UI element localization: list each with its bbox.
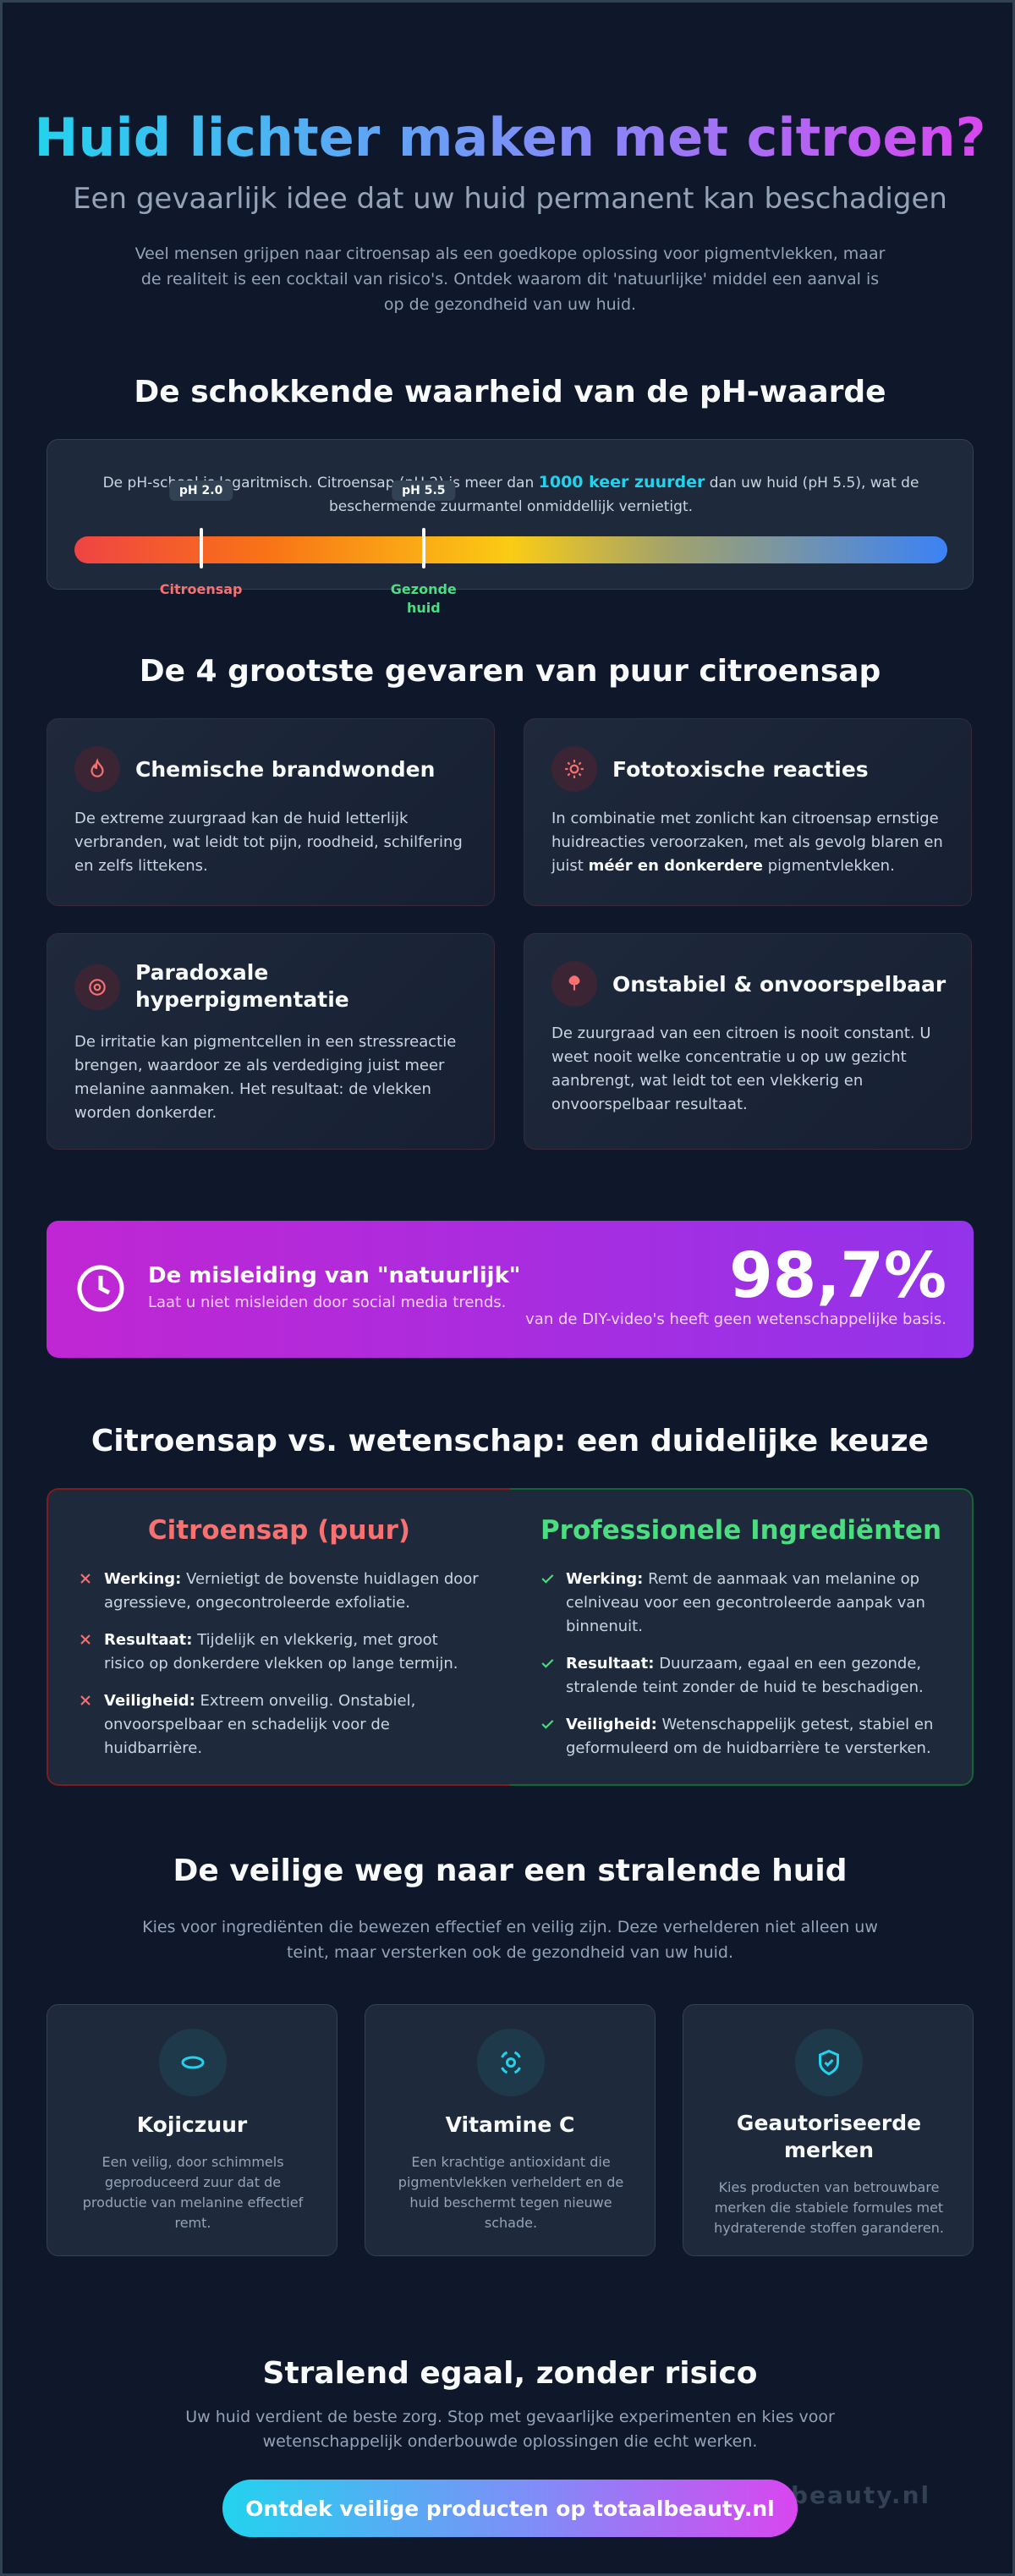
safe-title: De veilige weg naar een stralende huid — [173, 1854, 848, 1888]
ph-card: De pH-schaal is logaritmisch. Citroensap… — [47, 439, 974, 616]
banner-stat: 98,7% — [729, 1239, 946, 1312]
danger-text: De zuurgraad van een citroen is nooit co… — [551, 1024, 931, 1113]
target-icon — [74, 964, 120, 1010]
ph-highlight: 1000 keer zuurder — [538, 473, 705, 492]
danger-text-bold: méér en donkerdere — [588, 857, 763, 875]
comparison-right: Professionele Ingrediënten Werking: Remt… — [510, 1488, 974, 1786]
danger-title: Chemische brandwonden — [135, 757, 436, 782]
hero-subtitle: Een gevaarlijk idee dat uw huid permanen… — [73, 182, 947, 216]
ingredient-card-kojic: Kojiczuur Een veilig, door schimmels gep… — [47, 2004, 337, 2256]
cta-text: Uw huid verdient de beste zorg. Stop met… — [185, 2408, 835, 2451]
danger-card-phototoxic: Fototoxische reacties In combinatie met … — [524, 718, 972, 906]
ring-icon — [159, 2029, 227, 2096]
danger-card-unstable: Onstabiel & onvoorspelbaar De zuurgraad … — [524, 933, 972, 1150]
ph-label-lemon: Citroensap — [159, 581, 243, 597]
atom-icon — [477, 2029, 545, 2096]
danger-text-after: pigmentvlekken. — [763, 857, 895, 875]
comparison-item-label: Werking: — [566, 1570, 644, 1588]
danger-card-hyperpigmentation: Paradoxale hyperpigmentatie De irritatie… — [47, 933, 495, 1150]
sun-icon — [551, 746, 597, 792]
natural-myth-banner: De misleiding van "natuurlijk" Laat u ni… — [47, 1221, 974, 1358]
comparison-left: Citroensap (puur) Werking: Vernietigt de… — [47, 1488, 510, 1786]
comparison-left-title: Citroensap (puur) — [147, 1515, 411, 1546]
hero: Huid lichter maken met citroen? Een geva… — [3, 106, 1015, 317]
comparison-item: Resultaat: Duurzaam, egaal en een gezond… — [539, 1652, 945, 1700]
ingredient-card-vitamin-c: Vitamine C Een krachtige antioxidant die… — [365, 2004, 656, 2256]
ph-marker-skin — [421, 528, 425, 568]
danger-title: Paradoxale hyperpigmentatie — [135, 960, 349, 1012]
ingredient-text: Een veilig, door schimmels geproduceerd … — [82, 2154, 304, 2231]
banner-subtitle: Laat u niet misleiden door social media … — [148, 1293, 507, 1311]
ph-text-after: dan uw huid (pH 5.5), wat de beschermend… — [328, 475, 919, 515]
cta-button[interactable]: Ontdek veilige producten op totaalbeauty… — [222, 2480, 798, 2537]
comparison-card: Citroensap (puur) Werking: Vernietigt de… — [47, 1488, 974, 1786]
ingredient-title: Kojiczuur — [136, 2112, 248, 2137]
comparison-item-text: Tijdelijk en vlekkerig, met groot risico… — [104, 1631, 458, 1672]
danger-text: In combinatie met zonlicht kan citroensa… — [551, 807, 949, 878]
ph-tag-lemon: pH 2.0 — [168, 481, 233, 501]
danger-text: De irritatie kan pigmentcellen in een st… — [74, 1033, 457, 1122]
banner-stat-caption: van de DIY-video's heeft geen wetenschap… — [525, 1310, 946, 1328]
comparison-item-text: Wetenschappelijk getest, stabiel en gefo… — [566, 1716, 934, 1757]
ingredient-text: Kies producten van betrouwbare merken di… — [714, 2179, 944, 2236]
ph-tag-skin: pH 5.5 — [392, 481, 456, 501]
ph-text-before: De pH-schaal is logaritmisch. Citroensap… — [102, 475, 539, 492]
comparison-item: Werking: Remt de aanmaak van melanine op… — [539, 1568, 945, 1639]
ingredient-card-brands: Geautoriseerde merken Kies producten van… — [683, 2004, 974, 2256]
lemon-icon — [551, 961, 597, 1007]
comparison-item-text: Remt de aanmaak van melanine op celnivea… — [566, 1570, 925, 1635]
shield-check-icon — [795, 2029, 863, 2096]
ph-marker-lemon — [199, 528, 203, 568]
comparison-item: Veiligheid: Extreem onveilig. Onstabiel,… — [77, 1689, 483, 1760]
cta-title: Stralend egaal, zonder risico — [262, 2356, 758, 2391]
comparison-item-label: Veiligheid: — [104, 1692, 195, 1710]
burn-icon — [74, 746, 120, 792]
comparison-item: Resultaat: Tijdelijk en vlekkerig, met g… — [77, 1629, 483, 1676]
comparison-item: Werking: Vernietigt de bovenste huidlage… — [77, 1568, 483, 1615]
comparison-item-text: Vernietigt de bovenste huidlagen door ag… — [104, 1570, 479, 1612]
ingredient-text: Een krachtige antioxidant die pigmentvle… — [398, 2154, 624, 2231]
cross-icon — [77, 1631, 94, 1656]
cross-icon — [77, 1570, 94, 1595]
danger-text: De extreme zuurgraad kan de huid letterl… — [74, 810, 463, 875]
comparison-item-label: Veiligheid: — [566, 1716, 657, 1733]
check-icon — [539, 1570, 556, 1595]
comparison-right-title: Professionele Ingrediënten — [540, 1515, 942, 1546]
comparison-item-label: Werking: — [104, 1570, 182, 1588]
safe-intro: Kies voor ingrediënten die bewezen effec… — [142, 1918, 878, 1962]
danger-text-before: In combinatie met zonlicht kan citroensa… — [551, 810, 943, 875]
ph-section-title: De schokkende waarheid van de pH-waarde — [134, 375, 886, 409]
danger-title: Onstabiel & onvoorspelbaar — [612, 972, 946, 997]
comparison-item-text: Extreem onveilig. Onstabiel, onvoorspelb… — [104, 1692, 416, 1757]
comparison-item: Veiligheid: Wetenschappelijk getest, sta… — [539, 1713, 945, 1760]
comparison-title: Citroensap vs. wetenschap: een duidelijk… — [91, 1424, 930, 1458]
ph-scale-bar — [74, 536, 947, 563]
check-icon — [539, 1716, 556, 1740]
ingredient-title: Vitamine C — [445, 2112, 575, 2137]
danger-card-burns: Chemische brandwonden De extreme zuurgra… — [47, 718, 495, 906]
ph-label-skin: Gezonde huid — [390, 581, 457, 616]
danger-title: Fototoxische reacties — [612, 757, 869, 782]
comparison-item-label: Resultaat: — [566, 1655, 655, 1672]
comparison-item-label: Resultaat: — [104, 1631, 193, 1649]
clock-icon — [75, 1263, 126, 1317]
hero-intro: Veel mensen grijpen naar citroensap als … — [134, 244, 886, 314]
hero-title: Huid lichter maken met citroen? — [34, 107, 986, 168]
comparison-item-text: Duurzaam, egaal en een gezonde, stralend… — [566, 1655, 924, 1696]
check-icon — [539, 1655, 556, 1679]
cross-icon — [77, 1692, 94, 1716]
watermark: beauty.nl — [791, 2481, 931, 2509]
dangers-title: De 4 grootste gevaren van puur citroensa… — [139, 654, 881, 689]
banner-title: De misleiding van "natuurlijk" — [148, 1263, 521, 1288]
ingredient-title: Geautoriseerde merken — [736, 2111, 922, 2162]
